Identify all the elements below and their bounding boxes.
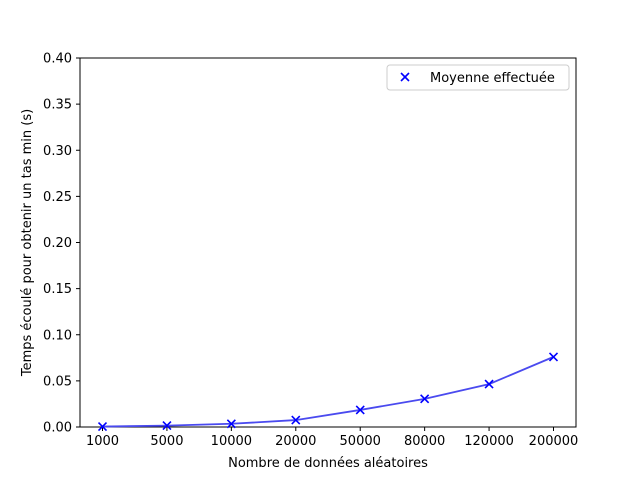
data-point-stroke <box>420 394 430 404</box>
data-point <box>548 352 559 362</box>
y-tick-label: 0.40 <box>43 52 72 67</box>
y-tick-label: 0.10 <box>43 328 72 343</box>
legend-box <box>386 64 570 91</box>
data-point <box>420 394 430 404</box>
plot-area <box>79 57 577 428</box>
data-point <box>226 419 236 429</box>
x-tick-label: 20000 <box>275 434 316 449</box>
x-tick-label: 80000 <box>404 434 445 449</box>
y-axis-label: Temps écoulé pour obtenir un tas min (s) <box>20 109 35 377</box>
data-point-stroke <box>291 415 301 425</box>
data-point <box>484 379 494 389</box>
data-point-stroke <box>162 421 172 431</box>
data-point-stroke <box>548 352 559 362</box>
data-point-stroke <box>484 379 494 389</box>
x-axis: 1000 5000 10000 20000 50000 80000 120000 200000 <box>86 427 578 449</box>
x-tick-label: 120000 <box>464 434 514 449</box>
legend-marker-icon <box>400 72 410 82</box>
data-point <box>97 421 108 432</box>
y-tick-label: 0.00 <box>43 421 72 436</box>
x-axis-label: Nombre de données aléatoires <box>228 456 428 471</box>
x-tick-label: 10000 <box>211 434 252 449</box>
y-tick-label: 0.25 <box>43 190 72 205</box>
series-line <box>102 356 554 428</box>
y-tick-label: 0.30 <box>43 144 72 159</box>
legend: Moyenne effectuée <box>386 64 570 91</box>
legend-label: Moyenne effectuée <box>430 71 555 86</box>
series-layer <box>97 352 559 432</box>
data-point <box>291 415 301 425</box>
data-point-stroke <box>97 421 108 432</box>
data-point <box>162 421 172 431</box>
y-tick-label: 0.35 <box>43 98 72 113</box>
data-point-stroke <box>355 405 365 415</box>
y-tick-label: 0.15 <box>43 282 72 297</box>
y-tick-label: 0.05 <box>43 374 72 389</box>
y-axis: 0.00 0.05 0.10 0.15 0.20 0.25 0.30 0.35 0.40 <box>43 52 80 436</box>
x-tick-label: 50000 <box>340 434 381 449</box>
x-tick-label: 200000 <box>529 434 579 449</box>
x-tick-label: 1000 <box>86 434 119 449</box>
x-tick-label: 5000 <box>150 434 183 449</box>
data-point <box>355 405 365 415</box>
data-point-stroke <box>226 419 236 429</box>
y-tick-label: 0.20 <box>43 236 72 251</box>
